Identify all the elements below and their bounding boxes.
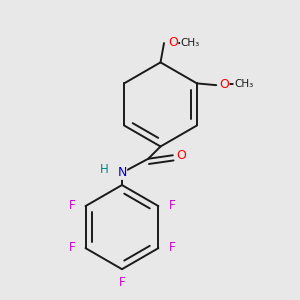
Text: F: F (168, 241, 175, 254)
Text: N: N (117, 166, 127, 179)
Text: CH₃: CH₃ (234, 80, 253, 89)
Text: O: O (219, 78, 229, 91)
Text: F: F (69, 199, 76, 212)
Text: O: O (168, 36, 178, 49)
Text: CH₃: CH₃ (181, 38, 200, 48)
Text: F: F (69, 241, 76, 254)
Text: F: F (118, 276, 125, 289)
Text: F: F (168, 199, 175, 212)
Text: H: H (100, 163, 109, 176)
Text: O: O (177, 149, 187, 162)
